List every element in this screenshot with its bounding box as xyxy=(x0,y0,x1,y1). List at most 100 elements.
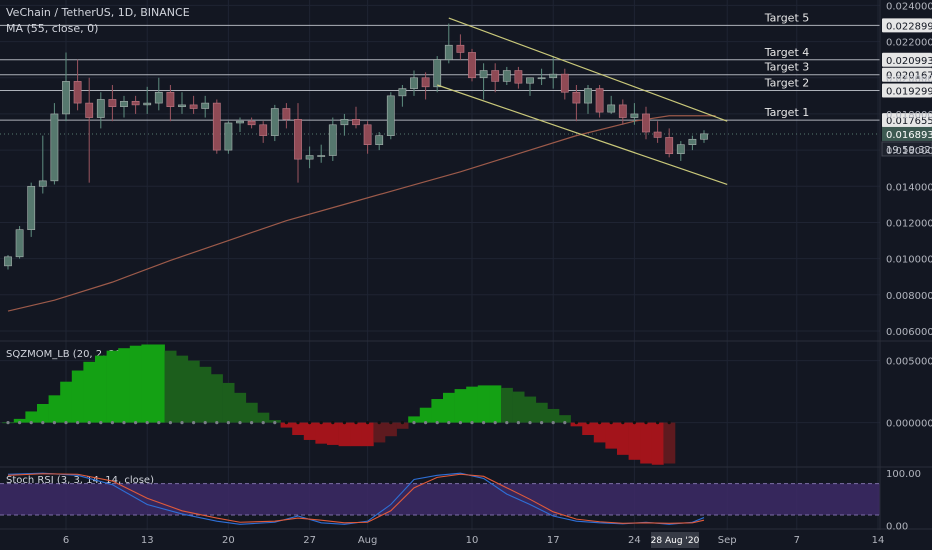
target-label: Target 2 xyxy=(764,76,810,89)
sqz-bar xyxy=(466,386,479,423)
sqz-dot xyxy=(192,421,196,425)
candle xyxy=(502,66,511,85)
sqz-dot xyxy=(644,421,648,425)
sqz-dot xyxy=(621,421,625,425)
candle xyxy=(421,72,430,100)
sqz-dot xyxy=(6,421,10,425)
sqz-bar xyxy=(187,360,200,423)
candle-body xyxy=(143,102,152,106)
sqz-bar xyxy=(454,389,467,423)
target-label: Target 4 xyxy=(764,46,810,59)
candle-body xyxy=(653,131,662,138)
candle xyxy=(526,77,534,96)
candle xyxy=(618,99,627,125)
candle-body xyxy=(398,88,407,97)
candle-body xyxy=(502,70,511,82)
sqz-bar xyxy=(663,422,676,464)
sqz-dot xyxy=(284,421,288,425)
chart-title: VeChain / TetherUS, 1D, BINANCE xyxy=(6,6,190,19)
candle xyxy=(85,77,94,183)
sqz-dot xyxy=(424,421,428,425)
sqz-bar xyxy=(176,355,189,423)
candle-body xyxy=(456,44,465,53)
candle xyxy=(630,103,639,125)
sqz-dot xyxy=(110,421,114,425)
sqz-bar xyxy=(141,344,154,423)
sqz-bar xyxy=(315,422,328,444)
sqz-dot xyxy=(261,421,265,425)
sqz-bar xyxy=(48,395,61,423)
sqz-tick-label: 0.000000 xyxy=(886,419,932,430)
target-label: Target 1 xyxy=(764,106,810,119)
candle-body xyxy=(212,102,221,151)
target-price-tag xyxy=(882,18,932,33)
target-price-tag xyxy=(882,52,932,67)
candle xyxy=(653,121,662,143)
ma-indicator-label[interactable]: MA (55, close, 0) xyxy=(6,22,99,35)
time-tick-label: 17 xyxy=(547,535,560,546)
sqz-bar xyxy=(617,422,629,455)
sqz-bar xyxy=(327,422,339,445)
candle-body xyxy=(38,180,47,187)
candle xyxy=(27,182,36,237)
candle-body xyxy=(363,124,372,145)
ma-55-line xyxy=(7,115,716,312)
price-tick-label: 0.006000 xyxy=(886,327,932,338)
price-tick-label: 0.016000 xyxy=(886,146,932,157)
sqz-bar xyxy=(477,385,490,423)
target-price-tag xyxy=(882,67,932,82)
candle xyxy=(178,92,186,114)
time-tick-label: 10 xyxy=(466,535,479,546)
sqz-bar xyxy=(419,407,432,423)
sqz-dot xyxy=(250,421,254,425)
candle xyxy=(270,104,279,142)
candle-body xyxy=(317,155,326,157)
candle-body xyxy=(294,119,302,160)
candle-body xyxy=(270,108,279,136)
sqz-bar xyxy=(303,422,316,440)
candle xyxy=(491,63,500,93)
candle xyxy=(108,85,117,122)
sqz-dot xyxy=(632,421,637,425)
candle-body xyxy=(410,77,418,89)
sqz-dot xyxy=(168,421,172,425)
price-tick-label: 0.012000 xyxy=(886,218,932,229)
countdown-tag xyxy=(881,141,932,157)
sqz-bar xyxy=(628,422,641,460)
candle-body xyxy=(166,91,175,108)
candle xyxy=(224,121,233,154)
candle xyxy=(120,95,128,118)
target-price-text: 0.022899 xyxy=(886,21,932,32)
sqz-bar xyxy=(60,381,73,423)
sqz-dot xyxy=(296,421,300,425)
sqz-dot xyxy=(342,421,346,425)
candle xyxy=(166,85,175,122)
stoch-k-line xyxy=(7,472,705,525)
sqz-bar xyxy=(118,348,131,423)
sqz-bar xyxy=(535,402,548,423)
target-price-text: 0.019299 xyxy=(886,86,932,97)
sqz-bar xyxy=(524,396,537,423)
candle xyxy=(38,135,47,194)
candle-body xyxy=(514,70,523,84)
candle-body xyxy=(468,52,476,79)
sqz-bar xyxy=(338,422,351,447)
sqz-dot xyxy=(470,421,474,425)
candle-body xyxy=(491,70,500,82)
channel-line xyxy=(448,17,728,122)
sqz-bar xyxy=(431,399,444,423)
sqz-bar xyxy=(13,418,26,423)
sqz-bar xyxy=(489,385,502,423)
sqz-dot xyxy=(226,421,230,425)
sqz-bar xyxy=(37,404,49,423)
candle-body xyxy=(73,81,82,104)
sqz-dot xyxy=(377,421,381,425)
candle xyxy=(201,95,210,118)
sqz-dot xyxy=(482,421,486,425)
sqz-bar xyxy=(559,415,571,423)
price-tick-label: 0.022000 xyxy=(886,38,932,49)
candle-body xyxy=(50,113,59,182)
sqz-dot xyxy=(273,421,277,425)
sqz-dot xyxy=(134,421,138,425)
